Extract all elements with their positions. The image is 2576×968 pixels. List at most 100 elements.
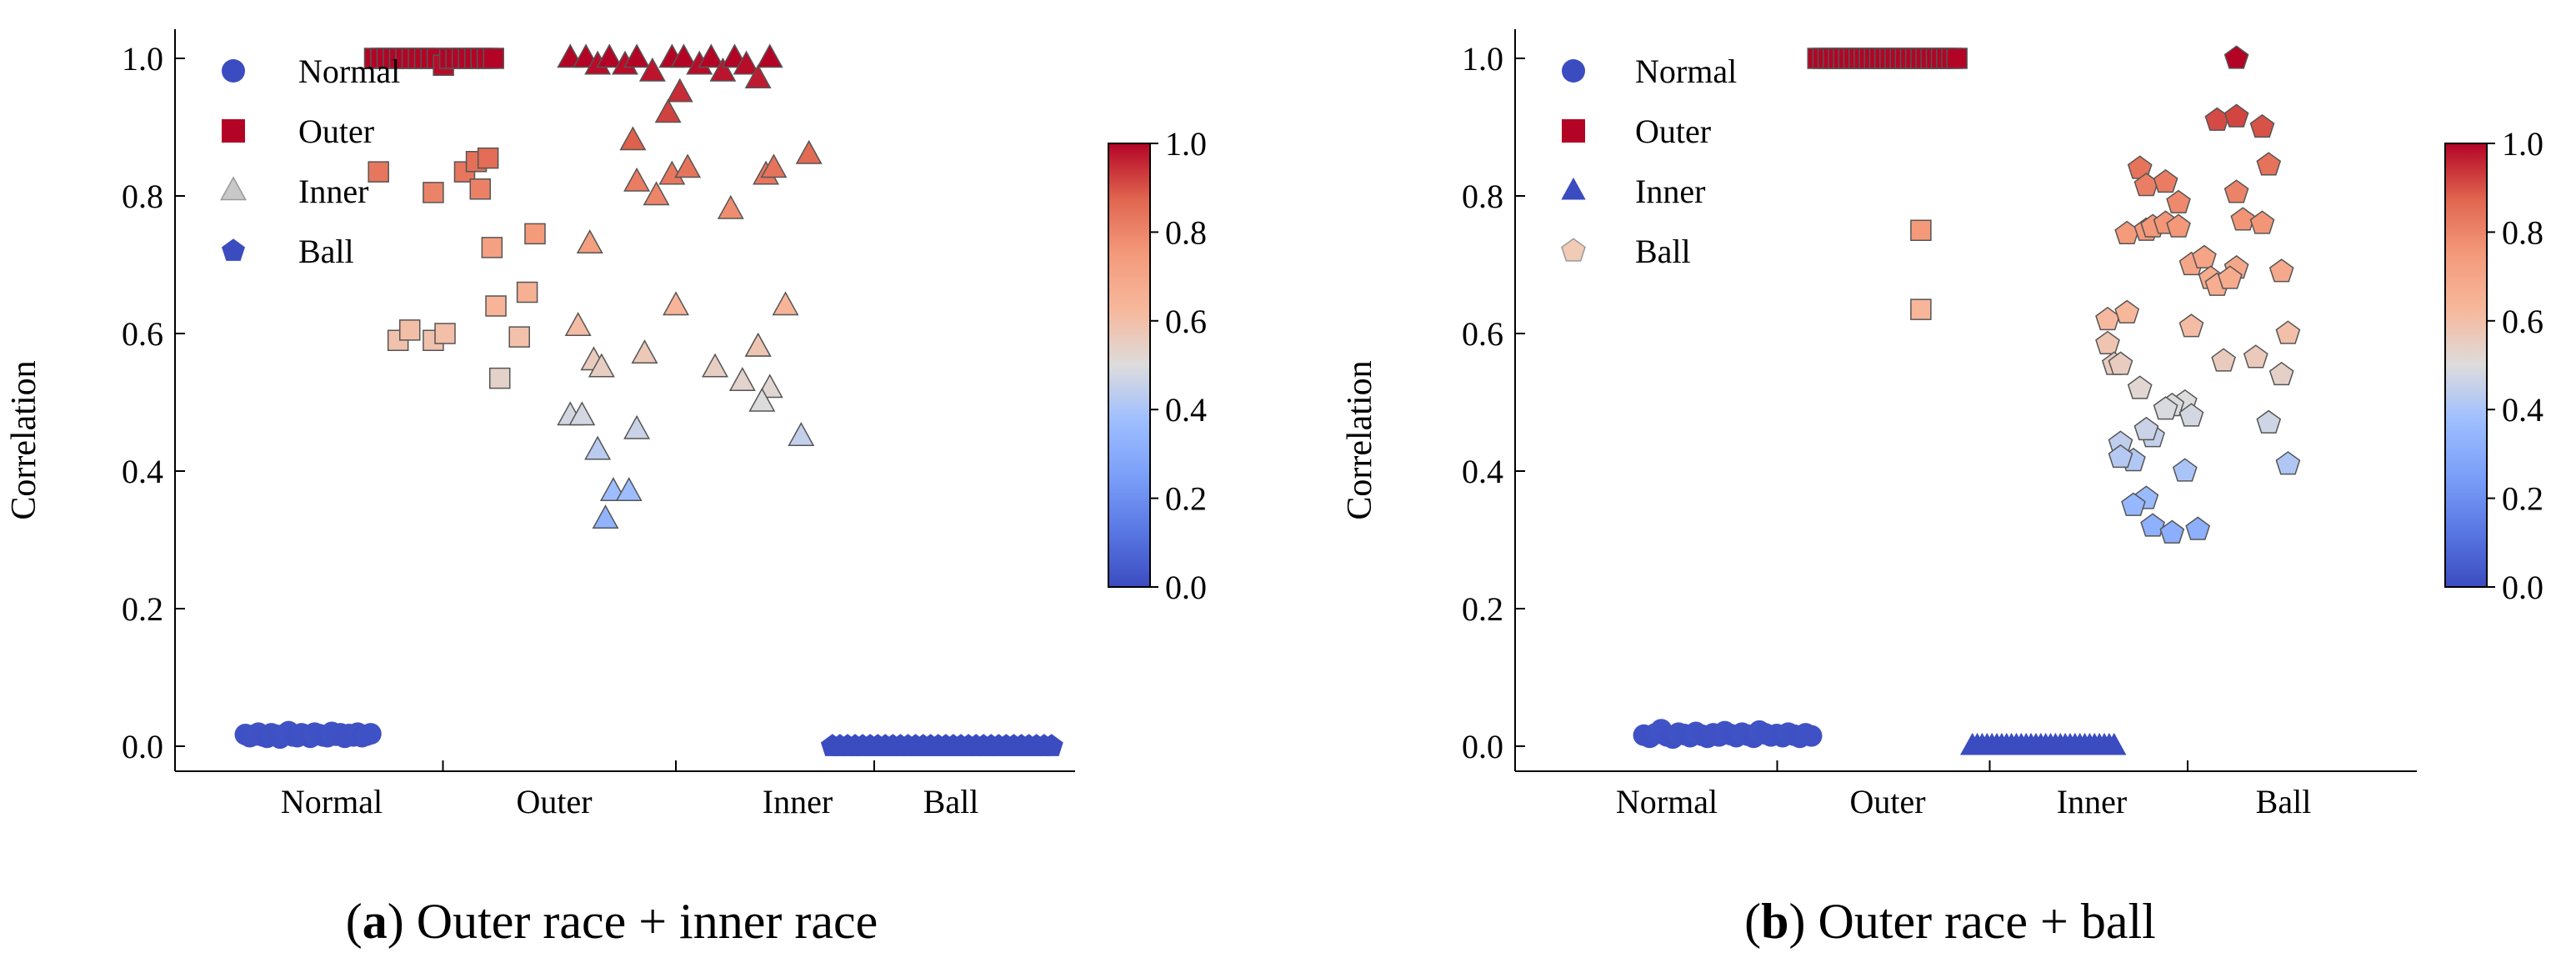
y-tick-label: 1.0 — [1462, 40, 1503, 78]
data-point — [2166, 213, 2191, 238]
data-point — [670, 43, 698, 68]
data-point — [619, 126, 647, 151]
data-point — [2108, 351, 2133, 375]
colorbar-tick-label: 0.2 — [1165, 480, 1207, 518]
data-point — [631, 339, 658, 364]
legend-marker — [220, 176, 247, 201]
data-point — [654, 98, 682, 123]
data-point — [2275, 320, 2301, 344]
data-point — [2268, 361, 2294, 386]
y-axis-label: Correlation — [5, 360, 43, 519]
data-point — [508, 326, 530, 348]
data-point — [643, 181, 670, 206]
data-point — [2223, 103, 2249, 128]
data-point — [2192, 244, 2217, 268]
data-point — [2256, 152, 2282, 176]
data-point — [760, 153, 788, 178]
data-point — [2268, 258, 2294, 283]
legend: Normal Outer Inner Ball — [220, 53, 400, 270]
data-point — [2243, 344, 2268, 369]
x-category-labels: Normal Outer Inner Ball — [281, 760, 978, 820]
legend-label: Normal — [1635, 53, 1737, 90]
legend-marker — [1561, 177, 1586, 200]
data-point — [488, 367, 511, 389]
data-point — [1910, 219, 1932, 241]
panel-b: Correlation 0.0 0.2 0.4 0.6 0.8 1.0 Normal Out… — [1341, 29, 2543, 949]
y-tick-label: 0.8 — [1462, 178, 1503, 215]
legend-marker — [1562, 59, 1585, 83]
data-point — [702, 353, 728, 378]
y-tick-label: 0.4 — [1462, 453, 1503, 490]
y-tick-label: 0.6 — [1462, 315, 1503, 353]
data-point — [1800, 725, 1823, 747]
y-tick-label: 1.0 — [122, 40, 163, 78]
data-point — [2095, 330, 2120, 355]
caption-text: Outer race + inner race — [417, 894, 878, 949]
data-point — [481, 237, 503, 258]
data-point — [2140, 513, 2165, 537]
legend-label: Ball — [298, 233, 354, 270]
x-category-label: Ball — [2256, 783, 2312, 820]
colorbar — [2444, 143, 2488, 588]
colorbar-tick-label: 0.6 — [1165, 303, 1207, 340]
legend-label: Inner — [1635, 173, 1705, 210]
data-point — [2249, 210, 2275, 234]
data-point — [795, 139, 823, 164]
legend-label: Outer — [1635, 113, 1711, 150]
legend-marker — [222, 59, 245, 83]
data-point — [588, 353, 615, 378]
data-point — [524, 223, 546, 245]
data-point — [2185, 516, 2211, 540]
data-point — [2114, 299, 2140, 324]
data-point — [2153, 168, 2178, 193]
colorbar-tick-label: 0.0 — [1165, 569, 1207, 606]
data-point — [1910, 298, 1932, 320]
data-point — [592, 504, 619, 529]
y-tick-label: 0.0 — [122, 728, 163, 765]
data-point — [359, 723, 382, 745]
data-point — [638, 57, 666, 82]
caption: (a) Outer race + inner race — [346, 894, 878, 949]
data-point — [2211, 348, 2236, 372]
legend-marker — [222, 119, 245, 143]
data-point — [2178, 313, 2204, 338]
x-category-label: Outer — [1849, 783, 1925, 820]
data-point — [772, 291, 799, 316]
x-category-label: Ball — [923, 783, 979, 820]
legend-label: Inner — [298, 173, 368, 210]
data-point — [698, 43, 725, 68]
x-category-label: Normal — [1616, 783, 1718, 820]
colorbar-tick-label: 0.4 — [1165, 391, 1207, 429]
legend-marker — [222, 238, 245, 261]
data-point — [756, 43, 783, 68]
data-point — [666, 78, 693, 103]
x-category-label: Normal — [281, 783, 383, 820]
data-point — [2133, 416, 2159, 441]
scatter-points — [234, 43, 1063, 756]
data-point — [1039, 734, 1063, 756]
scatter-points — [1633, 45, 2301, 755]
data-point — [2153, 396, 2178, 420]
colorbar-ticks: 0.0 0.2 0.4 0.6 0.8 1.0 — [1150, 125, 1207, 606]
data-point — [709, 57, 737, 82]
data-point — [485, 295, 507, 317]
data-point — [2223, 179, 2249, 203]
colorbar-tick-label: 0.6 — [2502, 303, 2543, 340]
data-point — [615, 477, 643, 501]
data-point — [516, 281, 538, 303]
data-point — [748, 387, 776, 412]
colorbar-tick-label: 0.0 — [2502, 569, 2543, 606]
data-point — [744, 64, 772, 88]
data-point — [674, 153, 702, 178]
data-point — [623, 414, 651, 439]
y-tick-label: 0.2 — [1462, 590, 1503, 628]
data-point — [564, 312, 592, 336]
y-tick-label: 0.4 — [122, 453, 163, 490]
data-point — [2275, 451, 2301, 475]
legend-marker — [1562, 119, 1585, 143]
x-category-label: Outer — [516, 783, 592, 820]
data-point — [2121, 492, 2146, 516]
data-point — [2114, 220, 2140, 245]
data-point — [663, 291, 690, 316]
legend-marker — [1561, 238, 1586, 262]
